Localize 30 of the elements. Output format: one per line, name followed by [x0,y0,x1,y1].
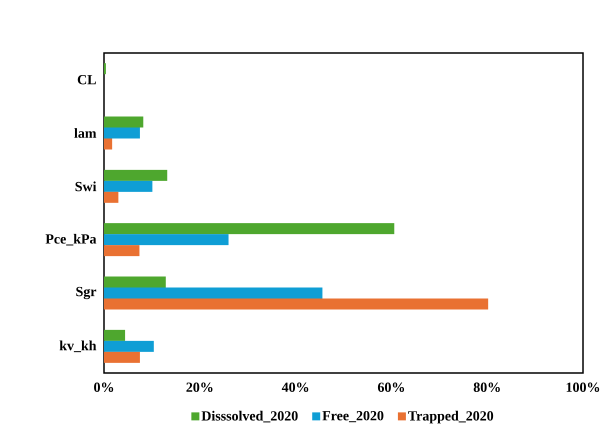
bar [104,223,394,234]
x-tick-label: 60% [378,382,404,392]
bar [104,128,140,139]
bar [104,192,118,203]
x-tick-label: 100% [566,382,600,392]
legend-label: Disssolved_2020 [202,410,298,422]
bar [104,298,488,310]
bar [104,138,112,150]
y-tick-label: Swi [76,181,96,192]
bar [104,276,166,288]
y-tick-label: Sgr [76,286,96,300]
bar [104,245,140,256]
bar [104,180,152,192]
bar [104,288,322,299]
y-tick-label: Pce_kPa [46,234,96,246]
x-tick-label: 40% [282,382,308,392]
bar [104,352,140,363]
y-tick-label: CL [78,74,96,84]
bar [104,116,144,128]
y-tick-label: lam [74,128,96,138]
legend-label: Free_2020 [322,410,384,422]
bar [104,234,229,246]
legend-label: Trapped_2020 [408,410,494,424]
x-tick-label: 80% [474,382,500,392]
x-tick-label: 20% [186,382,212,392]
bar [104,330,126,341]
x-tick-label: 0% [94,382,114,392]
y-tick-label: kv_kh [60,340,96,352]
bar [104,170,168,181]
bar [104,340,154,352]
